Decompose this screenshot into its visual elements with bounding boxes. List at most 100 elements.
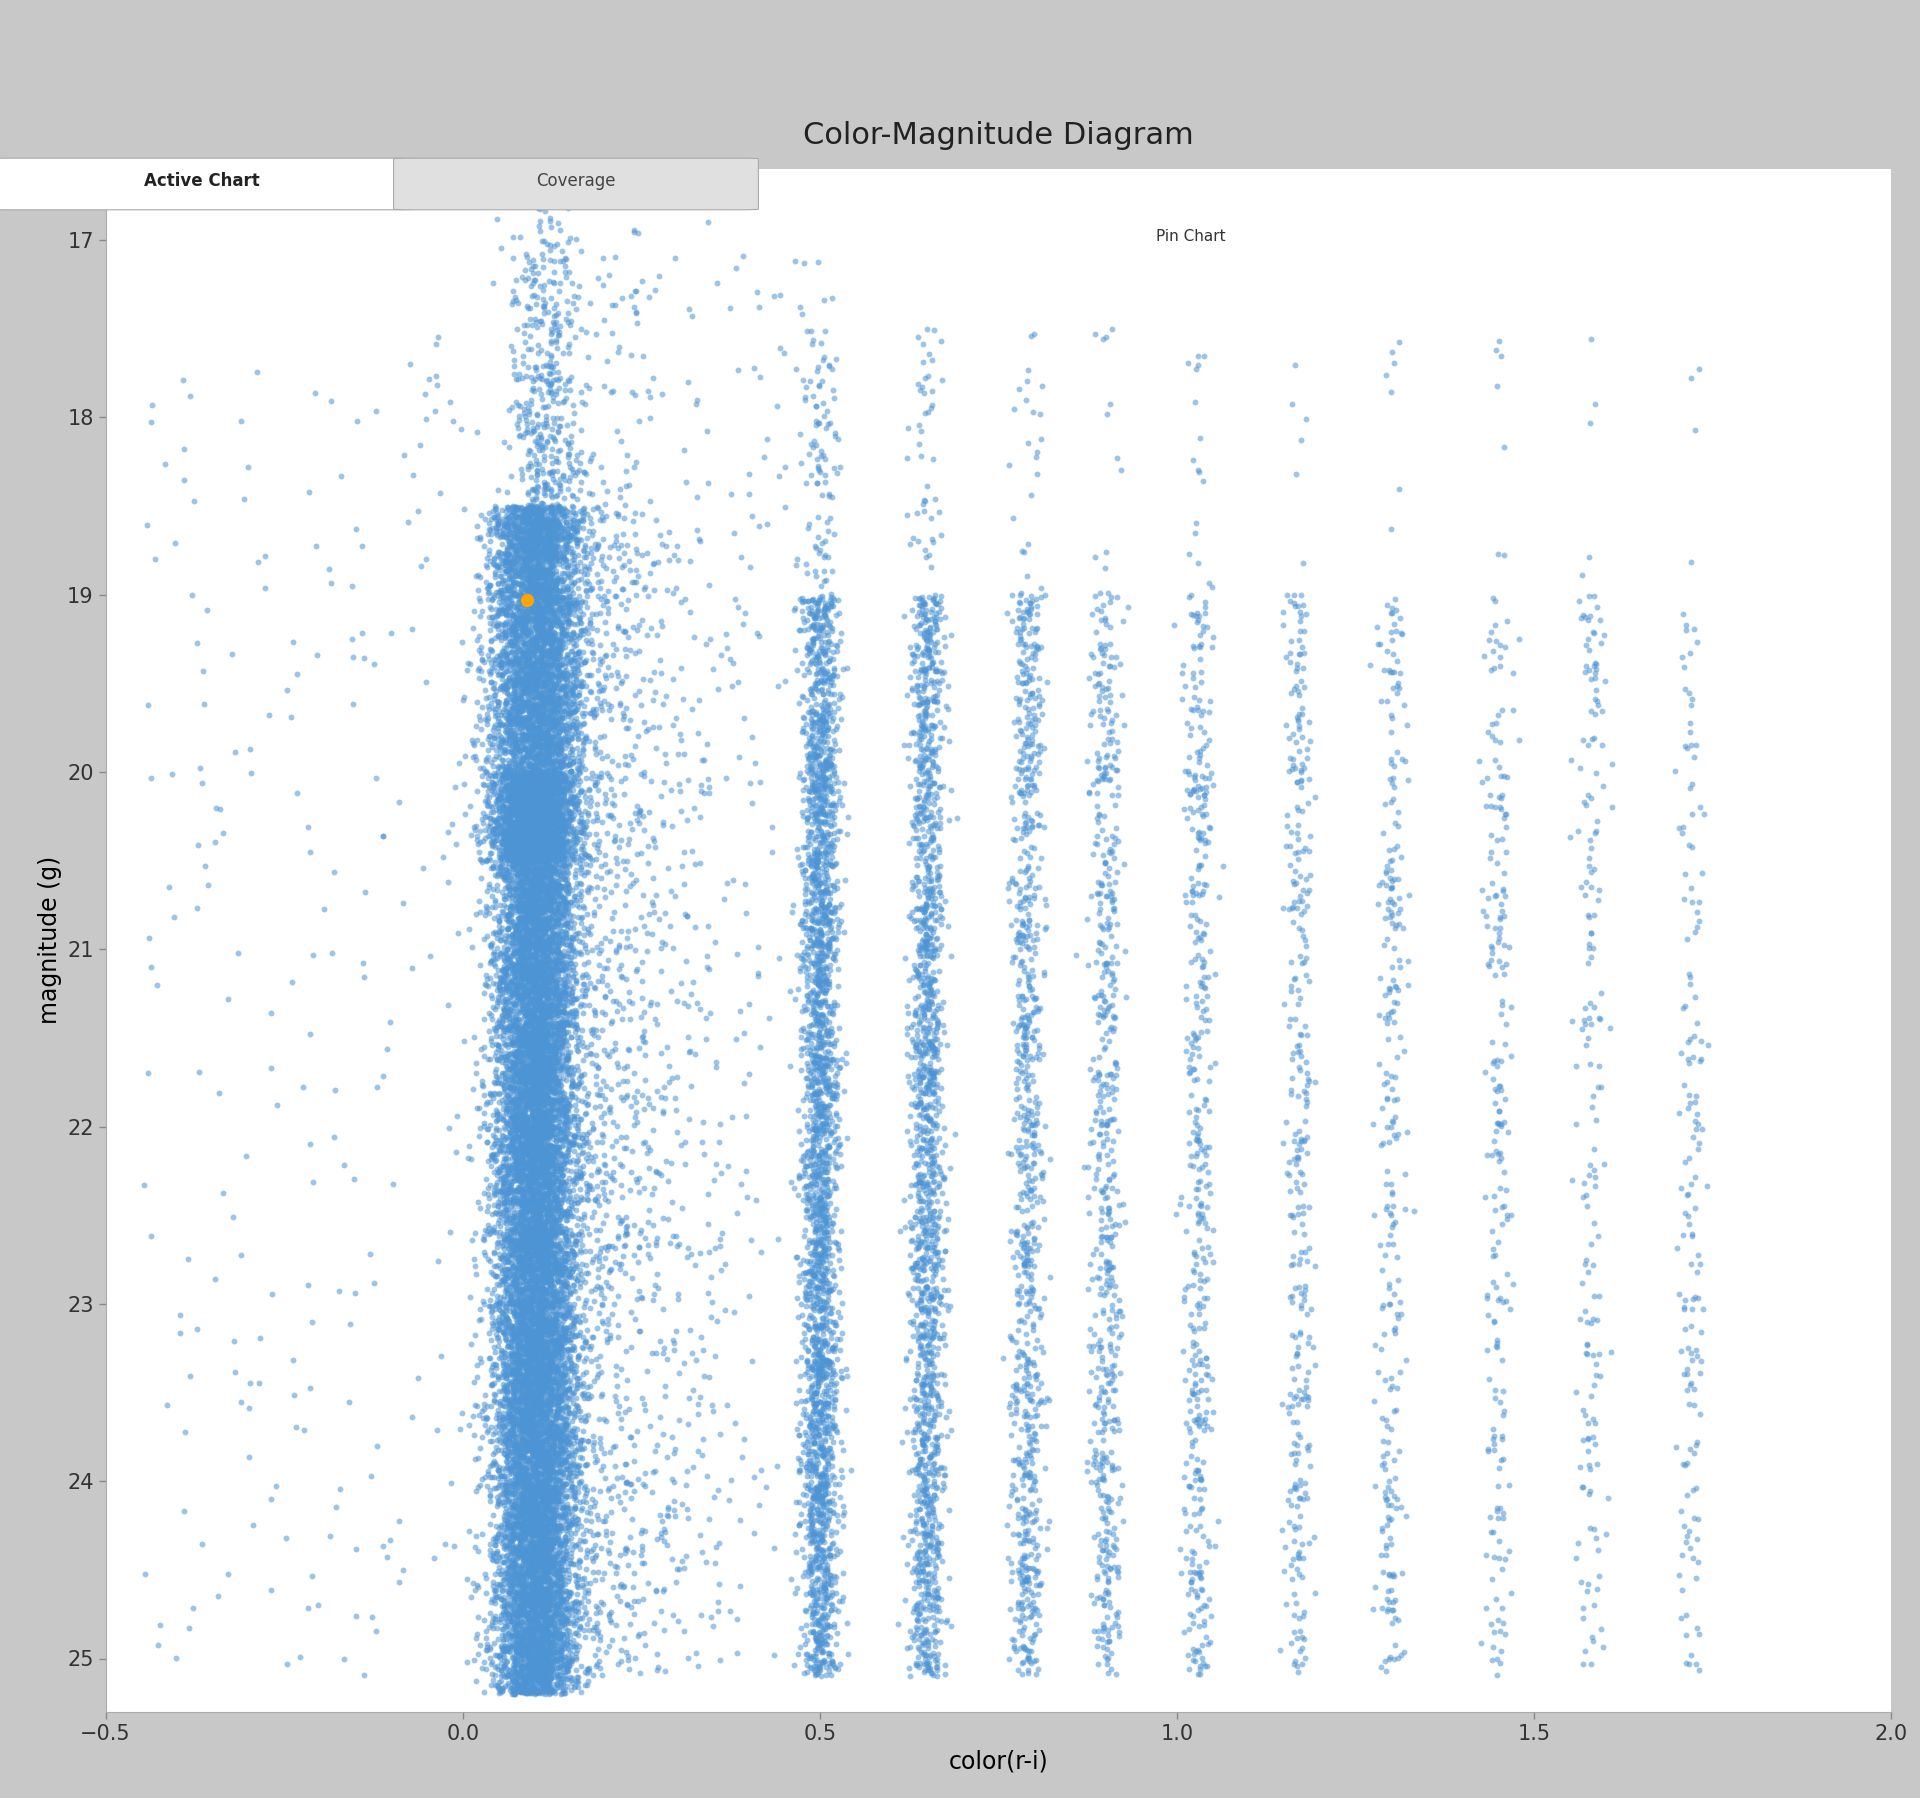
Point bbox=[493, 574, 524, 602]
Point bbox=[900, 1034, 931, 1063]
Point bbox=[536, 1034, 566, 1063]
Point bbox=[497, 1521, 528, 1550]
Point bbox=[524, 1064, 555, 1093]
Point bbox=[492, 762, 522, 791]
Point bbox=[509, 1115, 540, 1144]
Point bbox=[528, 935, 559, 964]
Point bbox=[507, 1370, 538, 1399]
Point bbox=[804, 611, 835, 640]
Point bbox=[902, 1652, 933, 1681]
Point bbox=[822, 662, 852, 690]
Point bbox=[553, 1356, 584, 1384]
Point bbox=[808, 1465, 839, 1494]
Point bbox=[803, 1153, 833, 1181]
Point bbox=[541, 1070, 572, 1099]
Point bbox=[538, 946, 568, 975]
Point bbox=[553, 1313, 584, 1341]
Point bbox=[1100, 1341, 1131, 1370]
Point bbox=[1181, 1242, 1212, 1271]
Point bbox=[899, 1259, 929, 1287]
Point bbox=[538, 493, 568, 521]
Point bbox=[804, 647, 835, 676]
Point bbox=[641, 1077, 672, 1106]
Point bbox=[920, 1239, 950, 1268]
Point bbox=[810, 1573, 841, 1602]
Point bbox=[522, 1043, 553, 1072]
Point bbox=[1016, 613, 1046, 642]
Point bbox=[538, 980, 568, 1009]
Point bbox=[566, 388, 597, 417]
Point bbox=[998, 823, 1029, 852]
Point bbox=[493, 1368, 524, 1397]
Point bbox=[526, 1170, 557, 1199]
Point bbox=[543, 841, 574, 870]
Point bbox=[499, 958, 530, 987]
Point bbox=[780, 1388, 810, 1417]
Point bbox=[526, 1478, 557, 1507]
Point bbox=[509, 1501, 540, 1530]
Point bbox=[595, 877, 626, 906]
Point bbox=[803, 969, 833, 998]
Point bbox=[649, 1518, 680, 1546]
Point bbox=[530, 940, 561, 969]
Point bbox=[541, 1669, 572, 1697]
Point bbox=[1284, 640, 1315, 669]
Point bbox=[524, 512, 555, 541]
Point bbox=[538, 948, 568, 976]
Point bbox=[518, 1075, 549, 1104]
Point bbox=[505, 1678, 536, 1706]
Point bbox=[1092, 1194, 1123, 1223]
Point bbox=[520, 1471, 551, 1500]
Point bbox=[916, 1518, 947, 1546]
Point bbox=[803, 1356, 833, 1384]
Point bbox=[324, 462, 355, 491]
Point bbox=[493, 647, 524, 676]
Point bbox=[495, 1072, 526, 1100]
Point bbox=[484, 802, 515, 831]
Point bbox=[538, 1255, 568, 1284]
Point bbox=[804, 1420, 835, 1449]
Point bbox=[516, 595, 547, 624]
Point bbox=[499, 1658, 530, 1687]
Point bbox=[518, 1366, 549, 1395]
Point bbox=[524, 816, 555, 845]
Point bbox=[474, 1482, 505, 1510]
Point bbox=[513, 1030, 543, 1059]
Point bbox=[516, 672, 547, 701]
Point bbox=[545, 1625, 576, 1654]
Point bbox=[528, 1634, 559, 1663]
Point bbox=[541, 768, 572, 797]
Point bbox=[806, 1259, 837, 1287]
Point bbox=[507, 505, 538, 534]
Point bbox=[507, 1309, 538, 1338]
Point bbox=[488, 583, 518, 611]
Point bbox=[518, 1210, 549, 1239]
Point bbox=[515, 1588, 545, 1616]
Point bbox=[509, 1336, 540, 1365]
Point bbox=[1185, 1512, 1215, 1541]
Point bbox=[532, 1014, 563, 1043]
Point bbox=[515, 1411, 545, 1440]
Point bbox=[524, 1115, 555, 1144]
Point bbox=[505, 770, 536, 798]
Point bbox=[507, 1523, 538, 1552]
Point bbox=[795, 1411, 826, 1440]
Point bbox=[557, 1606, 588, 1634]
Point bbox=[924, 773, 954, 802]
Point bbox=[906, 933, 937, 962]
Point bbox=[518, 1527, 549, 1555]
Point bbox=[509, 649, 540, 678]
Point bbox=[518, 590, 549, 619]
Point bbox=[534, 1187, 564, 1215]
Point bbox=[516, 1287, 547, 1316]
Point bbox=[816, 1055, 847, 1084]
Point bbox=[543, 653, 574, 681]
Point bbox=[1292, 789, 1323, 818]
Point bbox=[559, 584, 589, 613]
Point bbox=[522, 1275, 553, 1304]
Point bbox=[701, 270, 732, 298]
Point bbox=[493, 1566, 524, 1595]
Point bbox=[495, 1214, 526, 1242]
Point bbox=[522, 1528, 553, 1557]
Point bbox=[806, 662, 837, 690]
